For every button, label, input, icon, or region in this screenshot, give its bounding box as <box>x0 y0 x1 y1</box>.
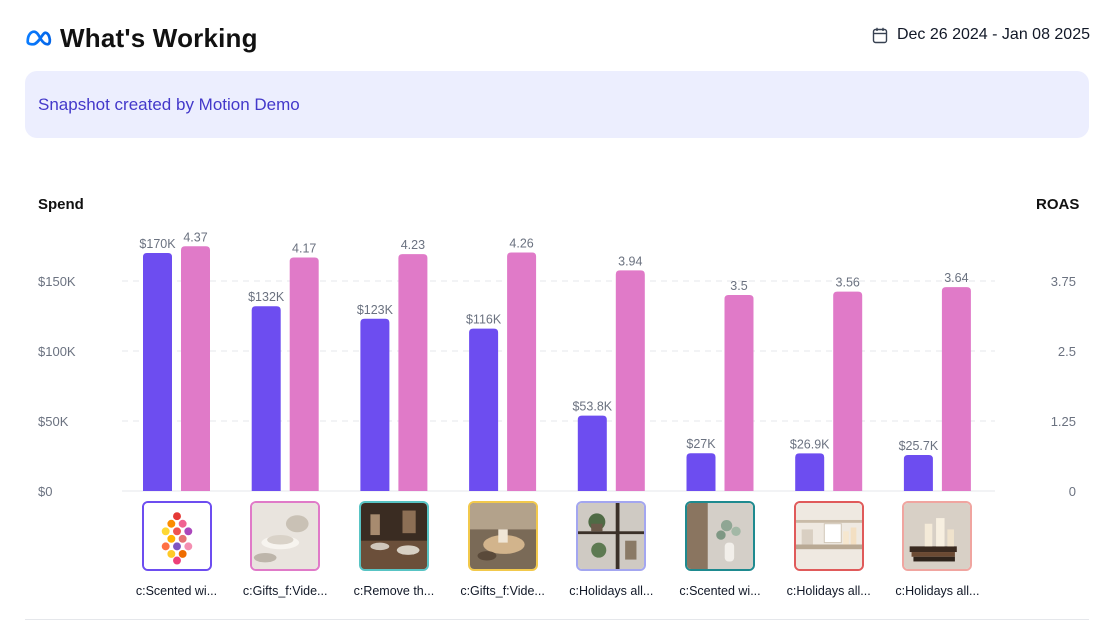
category-label: c:Gifts_f:Vide... <box>242 584 328 598</box>
spend-bar <box>903 455 933 491</box>
right-tick-label: 2.5 <box>1058 344 1076 359</box>
spend-data-label: $170K <box>139 237 176 251</box>
roas-data-label: 4.26 <box>509 236 533 250</box>
left-axis-title: Spend <box>38 196 84 213</box>
calendar-icon <box>872 27 888 43</box>
shelf-plants-thumbnail-icon[interactable] <box>576 501 647 571</box>
divider <box>25 619 1089 620</box>
ceramic-bowls-thumbnail-icon[interactable] <box>250 501 321 571</box>
vase-flowers-thumbnail-icon[interactable] <box>685 501 755 571</box>
left-tick-label: $50K <box>38 414 69 429</box>
spend-bar <box>795 453 825 491</box>
roas-bar <box>615 270 645 491</box>
roas-data-label: 3.5 <box>730 279 747 293</box>
spend-data-label: $132K <box>248 290 285 304</box>
spend-data-label: $26.9K <box>790 437 830 451</box>
spend-data-label: $27K <box>686 437 716 451</box>
roas-data-label: 3.94 <box>618 254 642 268</box>
spend-data-label: $53.8K <box>572 400 612 414</box>
left-tick-label: $0 <box>38 484 52 499</box>
category-label: c:Scented wi... <box>135 584 218 598</box>
category-label: c:Gifts_f:Vide... <box>460 584 545 598</box>
spend-bar <box>143 253 172 491</box>
header: What's Working <box>25 18 258 58</box>
left-tick-label: $150K <box>38 274 76 289</box>
dining-table-thumbnail-icon[interactable] <box>358 501 429 571</box>
spend-bar <box>360 318 390 491</box>
right-tick-label: 1.25 <box>1051 414 1076 429</box>
books-candles-thumbnail-icon[interactable] <box>902 501 973 571</box>
roas-bar <box>507 252 537 491</box>
hands-candle-thumbnail-icon[interactable] <box>467 501 538 571</box>
roas-bar <box>181 246 210 491</box>
roas-bar <box>289 257 319 491</box>
spend-data-label: $116K <box>466 313 502 327</box>
left-tick-label: $100K <box>38 344 76 359</box>
snapshot-banner-text: Snapshot created by Motion Demo <box>38 94 300 114</box>
spend-bar <box>686 453 716 491</box>
category-label: c:Holidays all... <box>786 584 871 598</box>
right-axis-title: ROAS <box>1036 196 1080 213</box>
snapshot-banner: Snapshot created by Motion Demo <box>25 71 1089 138</box>
roas-data-label: 4.17 <box>292 241 316 255</box>
roas-data-label: 4.23 <box>401 238 425 252</box>
roas-data-label: 3.64 <box>944 271 968 285</box>
spend-bar <box>577 415 607 491</box>
category-label: c:Scented wi... <box>679 584 761 598</box>
colorful-soaps-thumbnail-icon[interactable] <box>141 501 212 571</box>
roas-data-label: 3.56 <box>836 276 860 290</box>
roas-bar <box>398 254 428 491</box>
date-range-label: Dec 26 2024 - Jan 08 2025 <box>896 26 1090 43</box>
category-label: c:Remove th... <box>353 584 435 598</box>
category-label: c:Holidays all... <box>569 584 654 598</box>
roas-bar <box>833 291 863 491</box>
right-tick-label: 0 <box>1069 484 1076 499</box>
page-title: What's Working <box>60 22 258 53</box>
spend-data-label: $25.7K <box>899 439 939 453</box>
spend-bar <box>251 306 281 491</box>
category-label: c:Holidays all... <box>895 584 980 598</box>
shelf-candles-thumbnail-icon[interactable] <box>793 501 864 571</box>
meta-logo-icon <box>26 30 52 46</box>
roas-bar <box>724 295 754 491</box>
right-tick-label: 3.75 <box>1051 274 1076 289</box>
spend-data-label: $123K <box>357 303 394 317</box>
spend-bar <box>469 328 499 491</box>
date-range[interactable]: Dec 26 2024 - Jan 08 2025 <box>872 26 1090 44</box>
roas-bar <box>941 287 971 491</box>
roas-data-label: 4.37 <box>183 230 207 244</box>
